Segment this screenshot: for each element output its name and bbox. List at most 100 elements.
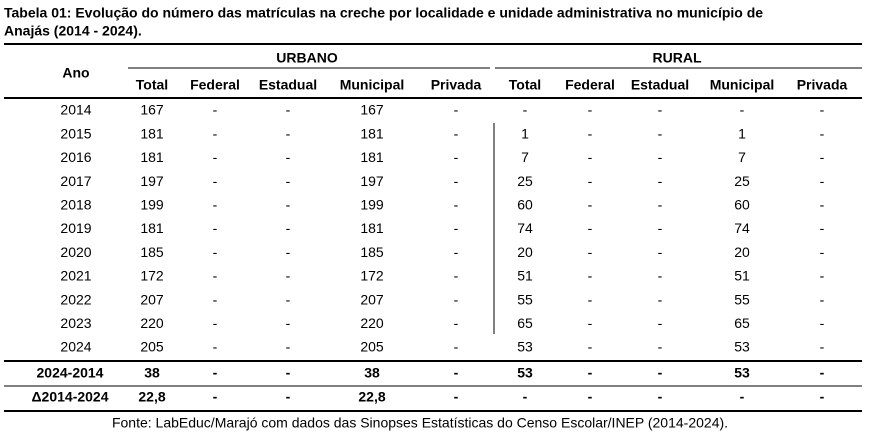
summary-cell: - [454, 389, 459, 405]
cell: - [286, 125, 291, 141]
cell: - [588, 197, 593, 213]
cell: 181 [360, 220, 384, 236]
cell: 74 [734, 220, 750, 236]
cell: - [286, 315, 291, 331]
cell: 199 [140, 197, 164, 213]
cell: 205 [140, 339, 164, 355]
cell: 207 [360, 291, 384, 307]
cell: - [213, 197, 218, 213]
cell: 60 [734, 197, 750, 213]
cell: - [213, 339, 218, 355]
header-cell: Total [136, 77, 168, 93]
summary-cell: - [286, 365, 291, 381]
cell: - [820, 339, 825, 355]
cell: 53 [517, 339, 533, 355]
cell: - [658, 244, 663, 260]
cell: - [213, 315, 218, 331]
cell: 25 [517, 173, 533, 189]
summary-cell: 22,8 [358, 389, 385, 405]
cell: 205 [360, 339, 384, 355]
cell: - [740, 102, 745, 118]
cell: 20 [517, 244, 533, 260]
cell: - [588, 173, 593, 189]
cell: - [658, 315, 663, 331]
cell: - [658, 339, 663, 355]
cell: 25 [734, 173, 750, 189]
cell: - [820, 125, 825, 141]
header-cell: URBANO [276, 50, 338, 66]
cell: - [213, 268, 218, 284]
cell: 220 [140, 315, 164, 331]
cell: - [658, 197, 663, 213]
cell: - [286, 220, 291, 236]
cell: - [588, 339, 593, 355]
summary-cell: - [588, 365, 593, 381]
cell: 2016 [60, 149, 91, 165]
cell: 1 [738, 125, 746, 141]
cell: - [820, 102, 825, 118]
cell: 60 [517, 197, 533, 213]
cell: - [658, 268, 663, 284]
summary-cell: 38 [144, 365, 160, 381]
cell: 7 [521, 149, 529, 165]
cell: - [213, 102, 218, 118]
cell: 1 [521, 125, 529, 141]
summary-cell: - [588, 389, 593, 405]
cell: - [658, 291, 663, 307]
cell: - [658, 125, 663, 141]
cell: 2023 [60, 315, 91, 331]
cell: 51 [734, 268, 750, 284]
summary-cell: - [286, 389, 291, 405]
cell: 2019 [60, 220, 91, 236]
cell: 65 [734, 315, 750, 331]
cell: 199 [360, 197, 384, 213]
cell: - [523, 102, 528, 118]
summary-cell: - [454, 365, 459, 381]
cell: 55 [734, 291, 750, 307]
cell: 185 [140, 244, 164, 260]
cell: 51 [517, 268, 533, 284]
cell: - [820, 268, 825, 284]
summary-cell: 53 [517, 365, 533, 381]
header-cell: Estadual [631, 77, 689, 93]
cell: - [213, 149, 218, 165]
header-cell: Privada [797, 77, 848, 93]
source: Fonte: LabEduc/Marajó com dados das Sino… [112, 415, 728, 431]
cell: - [454, 291, 459, 307]
cell: - [658, 149, 663, 165]
cell: - [588, 315, 593, 331]
cell: - [454, 125, 459, 141]
cell: 181 [140, 149, 164, 165]
cell: - [454, 220, 459, 236]
cell: - [454, 173, 459, 189]
cell: 172 [140, 268, 164, 284]
summary-cell: 38 [364, 365, 380, 381]
cell: - [454, 102, 459, 118]
cell: - [286, 339, 291, 355]
cell: - [658, 102, 663, 118]
summary-cell: - [213, 365, 218, 381]
cell: - [454, 339, 459, 355]
cell: 74 [517, 220, 533, 236]
cell: 65 [517, 315, 533, 331]
cell: - [213, 244, 218, 260]
cell: - [588, 268, 593, 284]
cell: - [588, 125, 593, 141]
cell: - [213, 173, 218, 189]
cell: - [588, 220, 593, 236]
cell: - [658, 173, 663, 189]
cell: 197 [360, 173, 384, 189]
cell: - [286, 268, 291, 284]
title-line-1: Tabela 01: Evolução do número das matríc… [4, 5, 763, 21]
cell: - [658, 220, 663, 236]
cell: 20 [734, 244, 750, 260]
cell: 2017 [60, 173, 91, 189]
cell: 7 [738, 149, 746, 165]
cell: 172 [360, 268, 384, 284]
cell: 220 [360, 315, 384, 331]
cell: 181 [140, 220, 164, 236]
cell: - [588, 244, 593, 260]
cell: - [454, 244, 459, 260]
cell: - [588, 149, 593, 165]
